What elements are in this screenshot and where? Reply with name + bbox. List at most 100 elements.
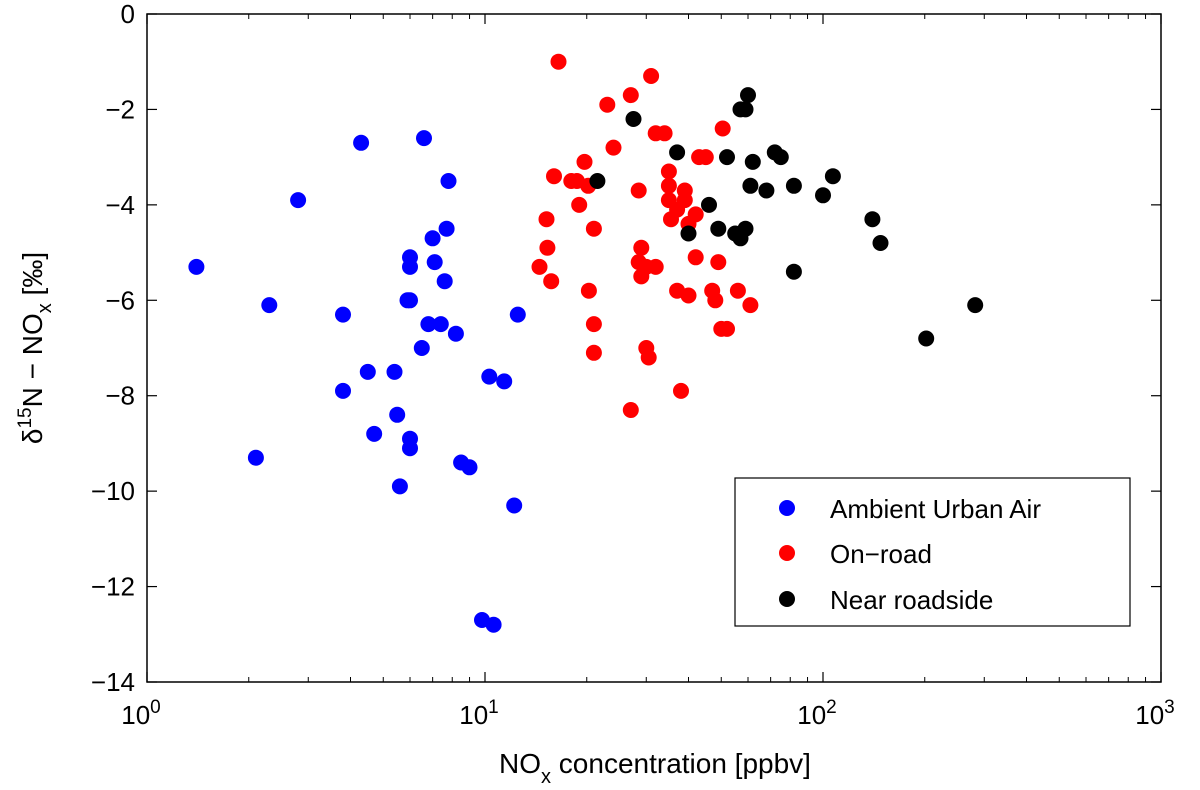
y-tick-label-5: −10 — [91, 476, 135, 506]
data-point-s0-2 — [261, 297, 278, 314]
data-point-s1-0 — [531, 258, 548, 275]
data-point-s1-31 — [660, 177, 677, 194]
data-point-s1-29 — [656, 125, 673, 142]
data-point-s0-15 — [402, 292, 418, 309]
data-point-s1-3 — [543, 273, 560, 290]
data-point-s0-20 — [420, 316, 437, 333]
data-point-s1-36 — [673, 382, 689, 399]
data-point-s0-14 — [402, 258, 418, 275]
data-point-s1-49 — [714, 120, 731, 137]
data-point-s1-47 — [710, 254, 727, 271]
data-point-s1-13 — [585, 316, 602, 333]
data-point-s1-9 — [576, 153, 593, 170]
data-point-s1-38 — [676, 192, 693, 209]
data-point-s2-22 — [864, 211, 881, 228]
legend-item-ambient: Ambient Urban Air — [779, 494, 1041, 524]
data-point-s0-32 — [485, 616, 502, 633]
data-point-s2-12 — [740, 87, 756, 104]
data-point-s0-4 — [335, 306, 351, 323]
data-point-s0-24 — [436, 273, 453, 290]
data-point-s2-4 — [701, 196, 717, 213]
data-point-s0-31 — [481, 368, 498, 385]
data-point-s1-11 — [580, 282, 597, 299]
data-point-s1-14 — [585, 344, 602, 361]
data-point-s2-3 — [680, 225, 697, 242]
data-point-s2-25 — [967, 297, 984, 314]
data-point-s2-21 — [824, 168, 841, 185]
data-points — [188, 53, 984, 633]
y-tick-label-6: −12 — [91, 572, 135, 602]
data-point-s1-26 — [643, 68, 660, 84]
y-tick-label-1: −2 — [105, 94, 135, 124]
plot-frame — [146, 13, 1162, 683]
data-point-s2-13 — [742, 177, 759, 194]
data-point-s1-8 — [571, 196, 588, 213]
data-point-s2-0 — [589, 173, 606, 189]
data-point-s1-17 — [622, 402, 639, 418]
data-point-s1-19 — [630, 182, 647, 199]
data-point-s0-11 — [391, 478, 408, 495]
data-point-s0-19 — [416, 130, 432, 147]
data-point-s1-42 — [687, 206, 704, 223]
data-point-s2-17 — [772, 149, 789, 166]
data-point-s0-10 — [389, 406, 406, 423]
data-point-s1-40 — [680, 287, 697, 304]
data-point-s1-25 — [640, 349, 657, 366]
data-point-s2-6 — [719, 149, 735, 166]
data-point-s1-1 — [538, 211, 555, 228]
data-point-s2-23 — [872, 235, 889, 251]
data-point-s1-44 — [697, 149, 714, 166]
data-point-s0-6 — [353, 134, 370, 151]
data-point-s0-0 — [188, 258, 205, 275]
data-point-s0-35 — [509, 306, 526, 323]
data-point-s0-25 — [438, 220, 455, 237]
data-point-s1-16 — [605, 139, 622, 156]
legend-item-near-roadside: Near roadside — [779, 585, 993, 615]
x-tick-label-3: 103 — [1135, 697, 1175, 730]
data-point-s1-15 — [599, 96, 616, 113]
data-point-s1-5 — [550, 53, 567, 70]
data-point-s1-52 — [742, 297, 759, 314]
x-tick-label-1: 101 — [459, 697, 499, 730]
y-tick-label-0: 0 — [121, 0, 135, 29]
legend-box — [734, 477, 1131, 627]
data-point-s1-28 — [647, 258, 664, 275]
y-tick-label-7: −14 — [91, 667, 135, 697]
data-point-s0-9 — [386, 363, 403, 380]
data-point-s2-24 — [918, 330, 935, 347]
data-point-s0-33 — [496, 373, 513, 390]
legend-label-near-roadside: Near roadside — [830, 585, 993, 615]
legend-marker-near-roadside — [779, 591, 795, 607]
data-point-s0-18 — [413, 340, 430, 356]
y-axis-label: δ15N − NOx [‰] — [15, 252, 56, 444]
x-axis-label: NOx concentration [ppbv] — [499, 748, 811, 788]
data-point-s0-34 — [506, 497, 523, 514]
data-point-s0-7 — [359, 363, 376, 380]
data-point-s1-18 — [622, 87, 639, 104]
y-tick-label-3: −6 — [105, 285, 135, 315]
legend-marker-on-road — [779, 545, 795, 561]
data-point-s2-10 — [737, 101, 754, 118]
data-point-s0-29 — [461, 459, 478, 476]
data-point-s0-26 — [440, 173, 457, 189]
legend-label-on-road: On−road — [830, 539, 932, 569]
data-point-s0-27 — [447, 325, 464, 342]
data-point-s1-2 — [539, 239, 556, 256]
data-point-s2-2 — [669, 144, 686, 161]
data-point-s1-41 — [687, 249, 704, 266]
data-point-s0-23 — [432, 316, 449, 333]
data-point-s0-5 — [335, 382, 351, 399]
data-point-s0-8 — [366, 425, 383, 442]
data-point-s1-21 — [633, 239, 650, 256]
data-point-s0-1 — [247, 449, 264, 466]
x-tick-label-0: 100 — [121, 697, 161, 730]
x-tick-label-2: 102 — [797, 697, 837, 730]
data-point-s1-46 — [707, 292, 724, 309]
data-point-s1-4 — [546, 168, 562, 185]
data-point-s0-22 — [426, 254, 443, 271]
data-point-s2-15 — [758, 182, 775, 199]
data-point-s1-50 — [719, 320, 735, 337]
legend-marker-ambient — [779, 500, 795, 516]
